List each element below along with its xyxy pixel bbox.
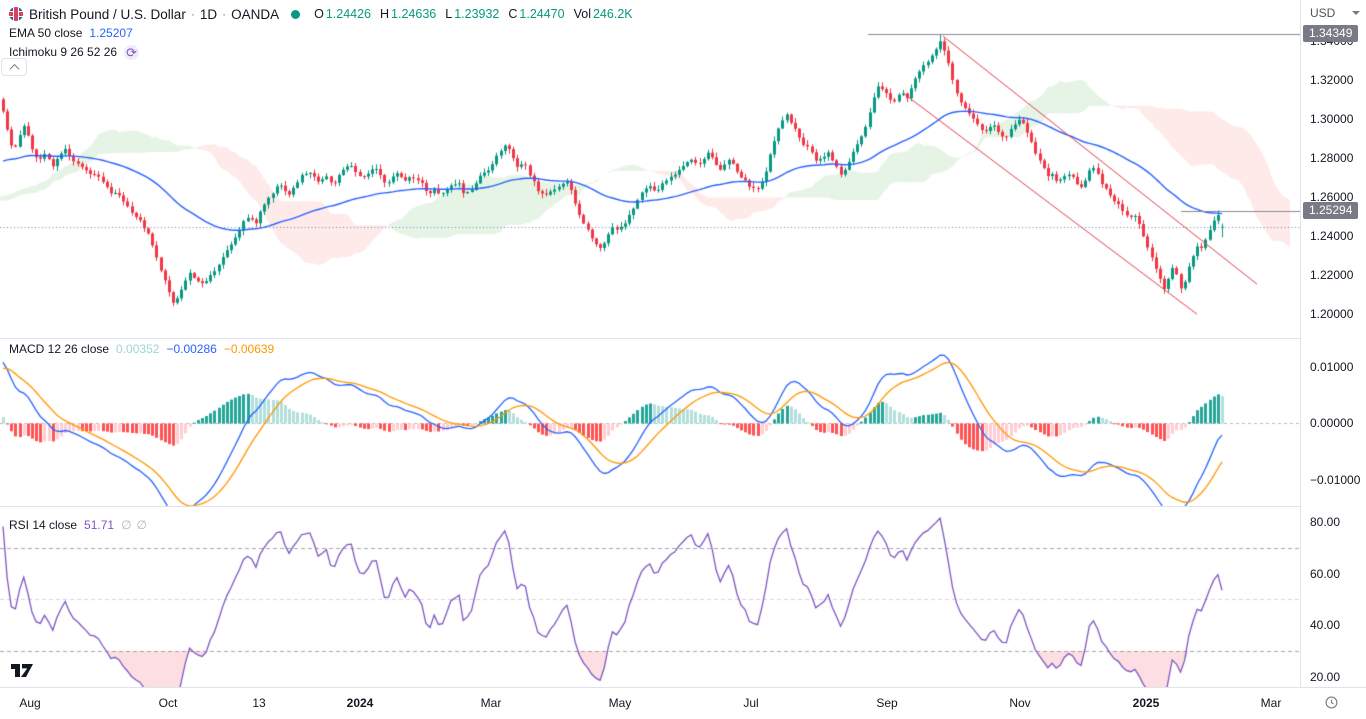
- ohlc-values: O 1.24426 H 1.24636 L 1.23932 C 1.24470 Vol 2…: [314, 7, 633, 21]
- time-axis-label: Nov: [1009, 696, 1031, 710]
- rsi-upper-band-empty-icon: ∅: [121, 518, 132, 532]
- axis-tick-label: 1.24000: [1310, 229, 1354, 243]
- main-legend: British Pound / U.S. Dollar · 1D · OANDA…: [9, 5, 633, 62]
- axis-tick-label: 1.22000: [1310, 268, 1354, 282]
- legend-collapse-button[interactable]: [1, 58, 27, 76]
- rsi-value: 51.71: [84, 518, 115, 532]
- high-value: 1.24636: [391, 7, 437, 21]
- axis-tick-label: 1.26000: [1310, 190, 1354, 204]
- symbol-row: British Pound / U.S. Dollar · 1D · OANDA…: [9, 5, 633, 23]
- pane-separator-rsi[interactable]: [0, 506, 1366, 507]
- macd-hist-value: 0.00352: [116, 342, 160, 356]
- time-axis-label: Sep: [876, 696, 898, 710]
- time-axis-label: May: [608, 696, 632, 710]
- pane-separator-macd[interactable]: [0, 338, 1366, 339]
- ema-indicator-label[interactable]: EMA 50 close: [9, 26, 83, 40]
- close-value: 1.24470: [519, 7, 565, 21]
- volume-label: Vol: [573, 7, 591, 21]
- price-line-badge: 1.25294: [1303, 201, 1359, 219]
- time-axis[interactable]: Aug Oct 13 2024 Mar May Jul Sep Nov 2025 Mar: [0, 687, 1366, 719]
- volume-value: 246.2K: [592, 7, 633, 21]
- axis-tick-label: 80.00: [1310, 515, 1341, 529]
- rsi-indicator-label[interactable]: RSI 14 close: [9, 518, 78, 532]
- close-label: C: [508, 7, 518, 21]
- separator-dot: ·: [222, 7, 227, 21]
- axis-tick-label: 1.32000: [1310, 73, 1354, 87]
- macd-indicator-label[interactable]: MACD 12 26 close: [9, 342, 110, 356]
- time-axis-label: 2024: [346, 696, 374, 710]
- tradingview-logo-icon: [11, 664, 33, 677]
- time-axis-label: Aug: [19, 696, 41, 710]
- open-value: 1.24426: [325, 7, 372, 21]
- time-axis-label: 2025: [1132, 696, 1160, 710]
- price-axis[interactable]: USD 1.340001.320001.300001.280001.260001…: [1300, 0, 1366, 687]
- gbp-flag-icon: [9, 7, 23, 21]
- currency-selector[interactable]: USD: [1301, 0, 1366, 26]
- axis-tick-label: 20.00: [1310, 669, 1341, 684]
- clock-icon: [1325, 696, 1338, 709]
- chevron-down-icon: [1352, 11, 1360, 15]
- low-value: 1.23932: [454, 7, 500, 21]
- time-axis-label: Mar: [1260, 696, 1282, 710]
- chart-canvas[interactable]: [0, 0, 1300, 687]
- axis-tick-label: −0.01000: [1310, 472, 1361, 487]
- market-status-dot: [291, 9, 301, 19]
- chevron-up-icon: [9, 63, 19, 74]
- time-axis-label: Mar: [480, 696, 502, 710]
- ichimoku-legend-row: Ichimoku 9 26 52 26 ⟳: [9, 43, 633, 61]
- high-label: H: [380, 7, 390, 21]
- ichimoku-loading-icon: ⟳: [124, 44, 140, 60]
- rsi-legend-row: RSI 14 close 51.71 ∅ ∅: [9, 518, 152, 532]
- exchange-label[interactable]: OANDA: [231, 6, 280, 22]
- axis-tick-label: 0.01000: [1310, 359, 1354, 374]
- price-line-badge: 1.34349: [1303, 25, 1359, 43]
- interval-label[interactable]: 1D: [199, 6, 218, 22]
- macd-line-value: −0.00286: [166, 342, 217, 356]
- macd-signal-value: −0.00639: [223, 342, 275, 356]
- axis-tick-label: 40.00: [1310, 618, 1341, 633]
- time-axis-label: Oct: [158, 696, 178, 710]
- axis-tick-label: 1.20000: [1310, 307, 1354, 321]
- separator-dot: ·: [190, 7, 195, 21]
- currency-label: USD: [1310, 6, 1336, 20]
- tradingview-logo[interactable]: [11, 663, 34, 683]
- low-label: L: [445, 7, 453, 21]
- axis-tick-label: 60.00: [1310, 566, 1341, 581]
- symbol-title[interactable]: British Pound / U.S. Dollar: [29, 6, 186, 22]
- rsi-lower-band-empty-icon: ∅: [136, 518, 147, 532]
- timezone-clock-button[interactable]: [1324, 695, 1339, 710]
- macd-legend-row: MACD 12 26 close 0.00352 −0.00286 −0.006…: [9, 342, 281, 356]
- time-axis-label: 13: [252, 696, 266, 710]
- ema-value: 1.25207: [89, 26, 133, 40]
- ema-legend-row: EMA 50 close 1.25207: [9, 24, 633, 42]
- ichimoku-indicator-label[interactable]: Ichimoku 9 26 52 26: [9, 45, 118, 59]
- axis-tick-label: 1.30000: [1310, 112, 1354, 126]
- time-axis-label: Jul: [743, 696, 759, 710]
- axis-tick-label: 1.28000: [1310, 151, 1354, 165]
- open-label: O: [314, 7, 324, 21]
- axis-tick-label: 0.00000: [1310, 416, 1354, 430]
